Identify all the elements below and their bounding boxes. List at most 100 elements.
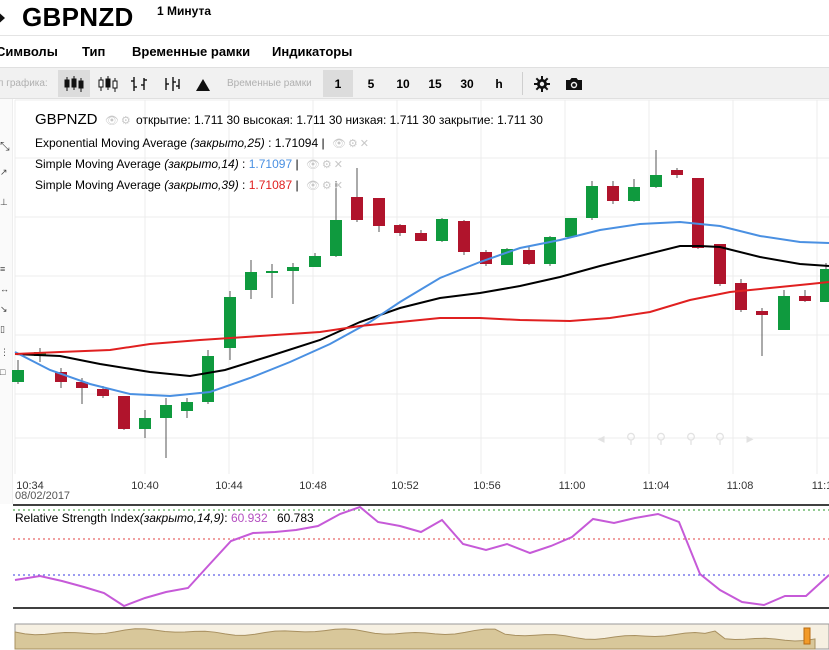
chart-type-label: п графика: bbox=[0, 78, 48, 89]
menu-bar: Символы Тип Временные рамки Индикаторы bbox=[0, 37, 829, 67]
tool-grid-icon[interactable]: ⋮ bbox=[0, 347, 9, 357]
candle-body-10 bbox=[224, 297, 236, 348]
candle-body-32 bbox=[692, 178, 704, 248]
ema-controls-icon[interactable]: 👁⚙✕ bbox=[331, 138, 372, 150]
ema-legend: Exponential Moving Average (закрыто,25) … bbox=[35, 136, 371, 150]
rsi-legend: Relative Strength Index(закрыто,14,9): 6… bbox=[15, 511, 314, 525]
candle-body-37 bbox=[799, 296, 811, 301]
timeframe-10-label: 10 bbox=[396, 76, 410, 91]
sma39-bar: | bbox=[295, 178, 299, 192]
period-label: 1 Минута bbox=[157, 4, 211, 18]
candle-body-14 bbox=[309, 256, 321, 267]
ohlc-bars-button[interactable] bbox=[124, 70, 156, 97]
sma39-legend: Simple Moving Average (закрыто,39) : 1.7… bbox=[35, 178, 345, 192]
candle-body-1 bbox=[34, 352, 46, 356]
candle-body-6 bbox=[139, 418, 151, 429]
x-tick-label: 10:44 bbox=[215, 480, 243, 492]
zoom-out-icon[interactable]: ⚲ bbox=[656, 431, 666, 447]
timeframe-1-label: 1 bbox=[334, 76, 342, 91]
x-tick-label: 11:1 bbox=[812, 480, 829, 492]
candle-body-26 bbox=[565, 218, 577, 237]
zoom-reset-icon[interactable]: ⚲ bbox=[686, 431, 696, 447]
ema-line bbox=[14, 245, 829, 378]
chart-toolbar: п графика: bbox=[0, 67, 829, 99]
menu-type[interactable]: Тип bbox=[82, 44, 106, 59]
sma14-bar: | bbox=[295, 157, 299, 171]
candle-body-18 bbox=[394, 225, 406, 233]
candles-icon bbox=[64, 75, 84, 92]
candle-body-8 bbox=[181, 402, 193, 411]
pan-left-icon[interactable]: ◂ bbox=[597, 431, 604, 447]
sma39-sep: : bbox=[242, 178, 246, 192]
tool-ray-icon[interactable]: ↘ bbox=[0, 304, 8, 314]
candle-body-28 bbox=[607, 186, 619, 201]
zoom-in-icon[interactable]: ⚲ bbox=[626, 431, 636, 447]
toolbar-divider bbox=[522, 72, 523, 95]
menu-timeframes[interactable]: Временные рамки bbox=[132, 44, 251, 59]
timeframe-30-label: 30 bbox=[460, 76, 474, 91]
tool-line-icon[interactable]: ↗ bbox=[0, 167, 8, 177]
candle-body-27 bbox=[586, 186, 598, 218]
candle-body-16 bbox=[351, 197, 363, 220]
rsi-line bbox=[14, 505, 829, 608]
tool-delete-icon[interactable]: □ bbox=[0, 367, 6, 377]
candle-body-11 bbox=[245, 272, 257, 290]
settings-button[interactable] bbox=[528, 70, 556, 97]
candle-body-36 bbox=[778, 296, 790, 330]
drawing-tools-strip: ⤡ ↗ ⊥ ≡ ↔ ↘ ▯ ⋮ □ bbox=[0, 99, 13, 504]
legend-symbol-eye-icon[interactable]: 👁⚙ bbox=[104, 115, 133, 127]
ohlc-bars-icon bbox=[131, 76, 147, 91]
sma14-sep: : bbox=[242, 157, 246, 171]
zoom-fit-icon[interactable]: ⚲ bbox=[715, 431, 725, 447]
sma14-legend: Simple Moving Average (закрыто,14) : 1.7… bbox=[35, 157, 345, 171]
x-axis-date: 08/02/2017 bbox=[15, 490, 70, 502]
hollow-candles-icon bbox=[98, 75, 118, 92]
tool-level-icon[interactable]: ⊥ bbox=[0, 197, 8, 207]
x-tick-label: 10:56 bbox=[473, 480, 501, 492]
candle-body-9 bbox=[202, 356, 214, 402]
sma14-controls-icon[interactable]: 👁⚙✕ bbox=[305, 159, 345, 171]
timeframe-h-button[interactable]: h bbox=[484, 70, 514, 97]
timeframe-30-button[interactable]: 30 bbox=[452, 70, 482, 97]
sma39-params: (закрыто,39) bbox=[164, 178, 239, 192]
screenshot-button[interactable] bbox=[560, 70, 588, 97]
timeframe-10-button[interactable]: 10 bbox=[388, 70, 418, 97]
price-chart[interactable]: ◂ ⚲ ⚲ ⚲ ⚲ ▸ 10:34 10:40 10:44 10:48 10:52 10:56 11:0… bbox=[0, 99, 829, 650]
pan-right-icon[interactable]: ▸ bbox=[746, 431, 753, 447]
hlc-bars-button[interactable] bbox=[156, 70, 188, 97]
mountain-chart-button[interactable] bbox=[188, 70, 218, 97]
tool-fib-icon[interactable]: ↔ bbox=[0, 284, 9, 294]
timeframe-15-button[interactable]: 15 bbox=[420, 70, 450, 97]
play-icon[interactable] bbox=[0, 10, 6, 26]
candles-button[interactable] bbox=[58, 70, 90, 97]
legend-ohlc-values: открытие: 1.711 30 высокая: 1.711 30 низ… bbox=[136, 113, 543, 127]
rsi-name: Relative Strength Index bbox=[15, 511, 140, 525]
sma39-name: Simple Moving Average bbox=[35, 178, 161, 192]
tool-expand-icon[interactable]: ⤡ bbox=[0, 139, 10, 153]
menu-indicators[interactable]: Индикаторы bbox=[272, 44, 353, 59]
sma14-name: Simple Moving Average bbox=[35, 157, 161, 171]
rsi-params: (закрыто,14,9) bbox=[139, 511, 225, 525]
sma14-line bbox=[14, 220, 829, 398]
candle-body-12 bbox=[266, 271, 278, 273]
sma39-line bbox=[14, 281, 829, 355]
candle-body-19 bbox=[415, 233, 427, 241]
ema-params: (закрыто,25) bbox=[190, 136, 265, 150]
x-tick-label: 10:40 bbox=[131, 480, 159, 492]
legend-symbol: GBPNZD bbox=[35, 111, 98, 128]
menu-symbols[interactable]: Символы bbox=[0, 44, 58, 59]
candle-body-30 bbox=[650, 175, 662, 187]
x-tick-label: 11:00 bbox=[559, 480, 586, 492]
sma39-controls-icon[interactable]: 👁⚙✕ bbox=[305, 180, 345, 192]
candle-body-31 bbox=[671, 170, 683, 175]
timeframe-5-button[interactable]: 5 bbox=[356, 70, 386, 97]
navigator-handle[interactable] bbox=[803, 627, 811, 645]
tool-text-icon[interactable]: ≡ bbox=[0, 264, 6, 274]
hollow-candles-button[interactable] bbox=[92, 70, 124, 97]
candle-body-33 bbox=[714, 244, 726, 284]
tool-channel-icon[interactable]: ▯ bbox=[0, 324, 5, 334]
ohlc-legend: GBPNZD 👁⚙ открытие: 1.711 30 высокая: 1.… bbox=[35, 111, 543, 128]
candle-body-7 bbox=[160, 405, 172, 418]
candle-body-13 bbox=[287, 267, 299, 271]
timeframe-1-button[interactable]: 1 bbox=[323, 70, 353, 97]
